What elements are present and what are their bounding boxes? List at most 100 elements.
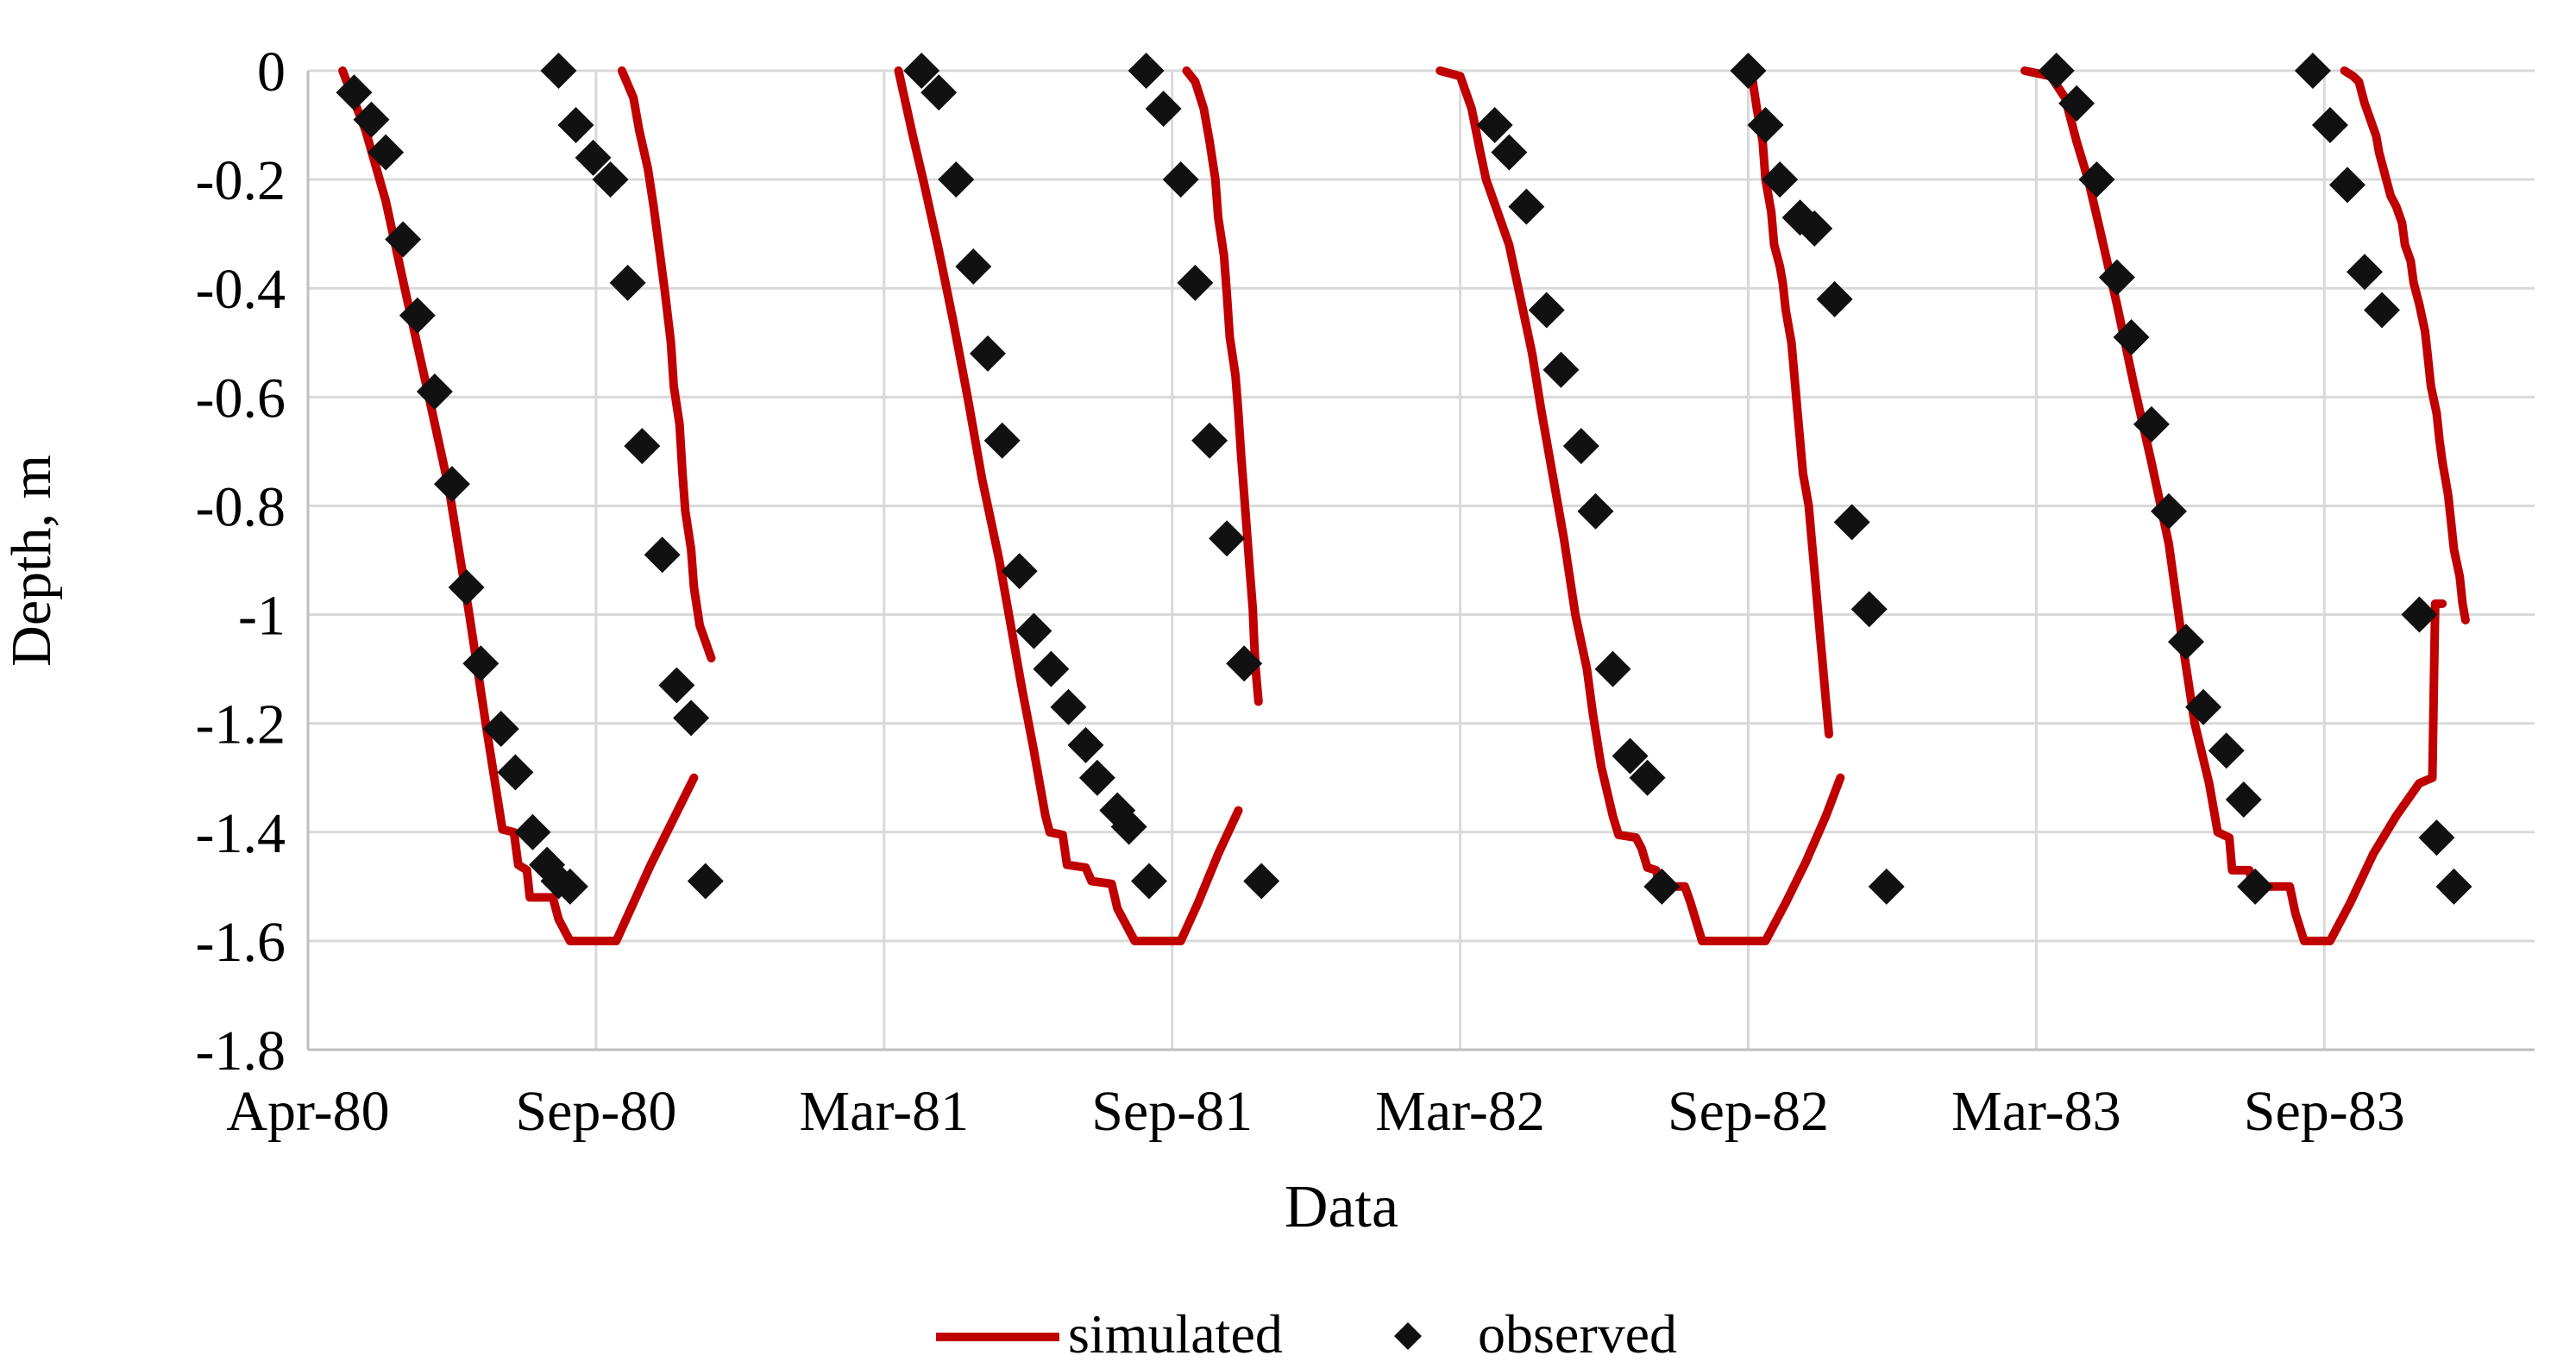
observed-point [1033, 650, 1070, 687]
observed-point [368, 134, 405, 171]
y-tick-label: 0 [257, 41, 286, 104]
observed-point [1226, 645, 1263, 682]
y-tick-label: -1.4 [196, 802, 286, 865]
observed-point [1209, 520, 1246, 557]
observed-point [482, 710, 519, 747]
y-tick-label: -1 [238, 585, 286, 648]
observed-point [1191, 422, 1228, 459]
observed-point [2185, 688, 2222, 725]
x-tick-label: Sep-80 [515, 1080, 676, 1143]
observed-point [1491, 134, 1528, 171]
observed-point [1562, 428, 1599, 465]
observed-point [2294, 53, 2331, 89]
observed-point [575, 139, 612, 176]
simulated-line-segment [2020, 66, 2447, 945]
observed-point [1130, 863, 1167, 900]
observed-point [2208, 732, 2245, 769]
observed-point [2347, 254, 2384, 291]
x-tick-label: Sep-83 [2244, 1080, 2405, 1143]
x-tick-label: Mar-83 [1951, 1080, 2121, 1143]
observed-point [2328, 166, 2366, 204]
observed-point [2418, 819, 2455, 857]
observed-point [1243, 863, 1280, 900]
observed-point [687, 863, 724, 900]
observed-point [1067, 726, 1104, 763]
legend-simulated-label: simulated [1068, 1303, 1283, 1365]
observed-point [1868, 868, 1905, 905]
observed-point [2058, 85, 2095, 122]
observed-point [624, 428, 661, 465]
observed-point [1747, 107, 1784, 144]
observed-point [514, 813, 551, 850]
x-tick-label: Apr-80 [226, 1080, 389, 1143]
observed-point [1145, 91, 1182, 128]
simulated-line-segment [338, 66, 699, 945]
y-axis-tick-labels: 0 -0.2 -0.4 -0.6 -0.8 -1 -1.2 -1.4 -1.6 -1.8 [196, 41, 286, 1082]
observed-point [2098, 259, 2135, 296]
y-tick-label: -1.6 [196, 911, 286, 974]
observed-point [1078, 759, 1115, 796]
observed-point [2435, 868, 2472, 905]
x-tick-label: Sep-81 [1091, 1080, 1253, 1143]
observed-point [2150, 493, 2187, 530]
observed-point [399, 297, 436, 334]
observed-point [353, 101, 390, 138]
y-tick-label: -1.8 [196, 1020, 286, 1082]
observed-point [551, 868, 588, 905]
x-axis-tick-labels: Apr-80 Sep-80 Mar-81 Sep-81 Mar-82 Sep-82 Mar-… [226, 1080, 2404, 1143]
observed-point [983, 422, 1021, 459]
simulated-line-segment [894, 66, 1243, 945]
observed-point [540, 53, 577, 89]
observed-point [2364, 292, 2401, 329]
x-axis-title: Data [1285, 1174, 1398, 1240]
observed-point [1629, 759, 1666, 796]
simulated-line-segment [1436, 66, 1845, 945]
observed-point [2133, 405, 2170, 442]
y-tick-label: -0.2 [196, 149, 286, 212]
x-tick-label: Sep-82 [1668, 1080, 1829, 1143]
observed-point [592, 161, 629, 198]
observed-point [433, 466, 470, 503]
observed-point [462, 645, 499, 682]
observed-point [938, 161, 975, 198]
observed-point [1162, 161, 1199, 198]
y-tick-label: -0.4 [196, 258, 286, 321]
observed-point [903, 53, 940, 89]
y-axis-title: Depth, m [0, 455, 63, 667]
y-tick-label: -0.8 [196, 475, 286, 538]
observed-point [609, 264, 646, 301]
observed-point [1762, 161, 1799, 198]
observed-point [1796, 210, 1833, 247]
simulated-series [338, 66, 2470, 945]
observed-point [1542, 351, 1580, 388]
observed-point [2167, 624, 2204, 661]
observed-point [2078, 161, 2115, 198]
x-tick-label: Mar-82 [1375, 1080, 1545, 1143]
observed-point [1850, 591, 1888, 628]
x-tick-label: Mar-81 [799, 1080, 969, 1143]
legend-observed-diamond-icon [1394, 1322, 1422, 1350]
simulated-line-segment [2340, 66, 2470, 624]
observed-point [2401, 596, 2438, 633]
observed-point [1050, 688, 1087, 725]
simulated-line-segment [617, 66, 716, 662]
observed-point [448, 569, 485, 606]
y-tick-label: -1.2 [196, 693, 286, 756]
observed-point [2113, 318, 2150, 355]
observed-series [336, 53, 2472, 905]
observed-point [955, 248, 992, 285]
observed-point [385, 221, 422, 258]
observed-point [1001, 553, 1038, 590]
observed-point [416, 373, 453, 411]
simulated-line-segment [1746, 66, 1833, 739]
observed-point [557, 107, 594, 144]
simulated-line-segment [1182, 66, 1263, 706]
observed-point [2038, 53, 2075, 89]
observed-point [2225, 781, 2262, 818]
observed-point [969, 335, 1006, 372]
observed-point [1128, 53, 1165, 89]
legend: simulated observed [936, 1303, 1677, 1365]
observed-point [1508, 188, 1545, 225]
